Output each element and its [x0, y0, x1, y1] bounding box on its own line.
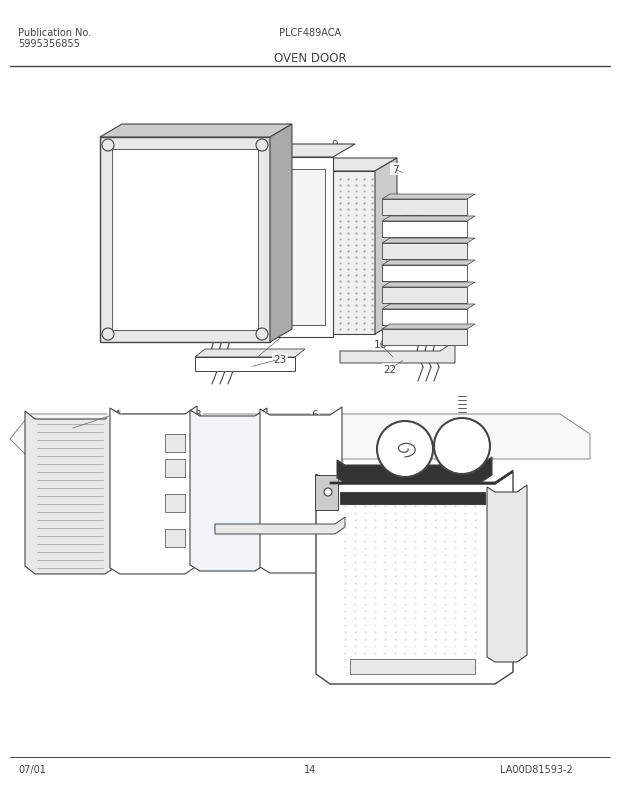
- Polygon shape: [10, 415, 590, 460]
- Polygon shape: [243, 145, 355, 158]
- Polygon shape: [382, 239, 475, 244]
- Polygon shape: [487, 485, 527, 662]
- Polygon shape: [382, 217, 475, 221]
- Text: 6: 6: [312, 410, 318, 419]
- Polygon shape: [340, 492, 485, 504]
- Polygon shape: [295, 172, 375, 334]
- Polygon shape: [215, 517, 345, 534]
- Polygon shape: [382, 244, 467, 260]
- Polygon shape: [382, 288, 467, 304]
- Polygon shape: [112, 150, 258, 330]
- Polygon shape: [315, 476, 338, 510]
- Polygon shape: [350, 659, 475, 674]
- Polygon shape: [100, 138, 270, 342]
- Text: 7C: 7C: [453, 484, 467, 494]
- Polygon shape: [190, 408, 267, 571]
- Circle shape: [102, 329, 114, 341]
- Circle shape: [256, 140, 268, 152]
- Text: 60: 60: [409, 435, 422, 444]
- Text: 32: 32: [423, 480, 436, 489]
- Text: 15: 15: [158, 484, 172, 494]
- Text: 5995356855: 5995356855: [18, 39, 80, 49]
- Polygon shape: [382, 221, 467, 237]
- Polygon shape: [165, 435, 185, 452]
- Polygon shape: [382, 195, 475, 200]
- Text: 22: 22: [414, 215, 427, 225]
- Text: 5: 5: [337, 475, 343, 484]
- Text: 9: 9: [332, 140, 339, 150]
- Polygon shape: [382, 325, 475, 330]
- Polygon shape: [382, 261, 475, 265]
- Text: 22: 22: [383, 365, 397, 375]
- Polygon shape: [165, 460, 185, 477]
- Polygon shape: [382, 330, 467, 346]
- Text: 14: 14: [304, 764, 316, 774]
- Polygon shape: [195, 358, 295, 371]
- Text: 12: 12: [179, 150, 192, 160]
- Polygon shape: [382, 200, 467, 216]
- Polygon shape: [382, 310, 467, 326]
- Polygon shape: [260, 407, 342, 573]
- Text: 23: 23: [448, 245, 462, 255]
- Polygon shape: [251, 170, 325, 326]
- Text: 31: 31: [254, 145, 267, 155]
- Polygon shape: [200, 135, 234, 148]
- Polygon shape: [316, 472, 513, 684]
- Polygon shape: [382, 305, 475, 310]
- Circle shape: [434, 419, 490, 475]
- Polygon shape: [165, 494, 185, 512]
- Text: 13: 13: [363, 639, 376, 649]
- Text: 7B: 7B: [188, 410, 202, 419]
- Text: OVEN DOOR: OVEN DOOR: [273, 52, 347, 65]
- Polygon shape: [337, 457, 492, 484]
- Polygon shape: [243, 158, 333, 338]
- Text: LA00D81593-2: LA00D81593-2: [500, 764, 573, 774]
- Text: 16: 16: [233, 534, 247, 545]
- Polygon shape: [200, 148, 212, 333]
- Text: 7A: 7A: [108, 410, 122, 419]
- Circle shape: [256, 329, 268, 341]
- Polygon shape: [330, 471, 513, 484]
- Polygon shape: [270, 125, 292, 342]
- Text: 29: 29: [238, 460, 252, 469]
- Text: 23: 23: [273, 354, 286, 365]
- Polygon shape: [110, 407, 197, 574]
- Text: 07/01: 07/01: [18, 764, 46, 774]
- Polygon shape: [165, 529, 185, 547]
- Text: 16: 16: [278, 330, 291, 339]
- Polygon shape: [100, 125, 292, 138]
- Polygon shape: [375, 159, 397, 334]
- Circle shape: [377, 422, 433, 477]
- Polygon shape: [25, 410, 120, 574]
- Text: Publication No.: Publication No.: [18, 28, 91, 38]
- Polygon shape: [295, 159, 397, 172]
- Polygon shape: [340, 342, 455, 363]
- Circle shape: [102, 140, 114, 152]
- Text: 16: 16: [373, 339, 387, 350]
- Circle shape: [324, 488, 332, 496]
- Text: 18: 18: [264, 449, 277, 460]
- Polygon shape: [382, 282, 475, 288]
- Text: ReplacementParts.com: ReplacementParts.com: [237, 423, 383, 436]
- Polygon shape: [382, 265, 467, 282]
- Text: 54: 54: [463, 429, 477, 439]
- Text: 29: 29: [203, 504, 216, 514]
- Text: PLCF489ACA: PLCF489ACA: [279, 28, 341, 38]
- Polygon shape: [195, 350, 305, 358]
- Text: 39: 39: [503, 504, 516, 514]
- Text: 18: 18: [208, 229, 221, 240]
- Text: 7: 7: [392, 164, 398, 175]
- Text: 17: 17: [383, 249, 397, 260]
